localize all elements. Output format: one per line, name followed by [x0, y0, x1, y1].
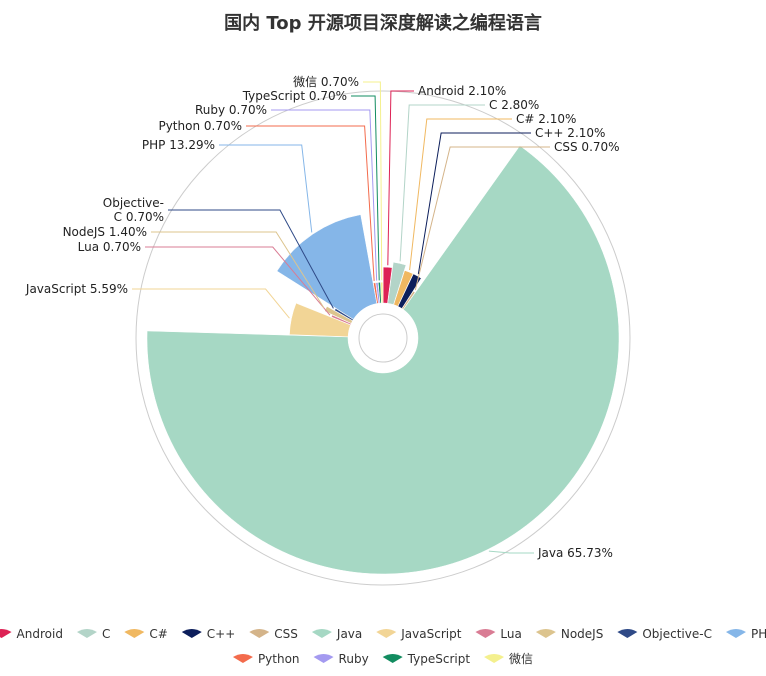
legend-item-java[interactable]: Java: [311, 627, 362, 641]
legend-item-c[interactable]: C#: [124, 627, 168, 641]
legend-label-java: Java: [336, 627, 362, 641]
legend-item-css[interactable]: CSS: [249, 627, 298, 641]
leader-line-nodejs: [151, 231, 325, 309]
data-label-javascript: JavaScript 5.59%: [25, 282, 128, 296]
slice-ruby[interactable]: [375, 282, 381, 304]
slices-layer: [146, 145, 620, 575]
legend-item-c[interactable]: C++: [181, 627, 236, 641]
legend-swatch-icon: [484, 654, 505, 663]
legend-swatch-icon: [535, 629, 556, 638]
outer-ring: [135, 90, 631, 586]
slice-java[interactable]: [146, 145, 620, 575]
legend-label-微信: 微信: [509, 652, 533, 666]
data-label-c: C++ 2.10%: [535, 126, 605, 140]
data-label-android: Android 2.10%: [418, 84, 506, 98]
data-label-c: C# 2.10%: [516, 112, 576, 126]
legend-label-lua: Lua: [500, 627, 521, 641]
leader-line-微信: [363, 81, 383, 281]
chart-title: 国内 Top 开源项目深度解读之编程语言: [224, 13, 542, 34]
leader-line-lua: [145, 246, 331, 316]
legend-item-android[interactable]: Android: [0, 627, 63, 641]
legend-label-ruby: Ruby: [339, 652, 369, 666]
legend-label-c: C#: [149, 627, 167, 641]
legend[interactable]: Android C C# C++ CSS Java JavaScript Lua NodeJS O…: [0, 627, 766, 666]
data-label-css: CSS 0.70%: [554, 140, 620, 154]
data-label-nodejs: NodeJS 1.40%: [63, 225, 147, 239]
legend-swatch-icon: [249, 629, 270, 638]
legend-label-typescript: TypeScript: [407, 652, 471, 666]
legend-label-c: C: [102, 627, 110, 641]
data-label-ruby: Ruby 0.70%: [195, 103, 267, 117]
legend-label-python: Python: [258, 652, 300, 666]
data-label-objective-c: Objective-C 0.70%: [103, 196, 164, 224]
leaders-layer: [132, 81, 550, 554]
leader-line-javascript: [132, 288, 290, 319]
legend-item-objective-c[interactable]: Objective-C: [617, 627, 712, 641]
data-label-python: Python 0.70%: [158, 119, 242, 133]
legend-label-android: Android: [17, 627, 63, 641]
legend-label-objective-c: Objective-C: [642, 627, 712, 641]
legend-swatch-icon: [313, 654, 334, 663]
slice-lua[interactable]: [331, 314, 352, 326]
legend-swatch-icon: [232, 654, 253, 663]
legend-swatch-icon: [181, 629, 202, 638]
slice-c[interactable]: [393, 270, 414, 307]
legend-item-lua[interactable]: Lua: [475, 627, 522, 641]
leader-line-java: [488, 550, 534, 554]
slice-objective-c[interactable]: [334, 308, 354, 321]
legend-item-php[interactable]: PHP: [725, 627, 766, 641]
legend-swatch-icon: [76, 629, 97, 638]
legend-item-javascript[interactable]: JavaScript: [376, 627, 462, 641]
slice-微信[interactable]: [380, 282, 384, 304]
leader-line-android: [387, 90, 414, 266]
leader-line-c: [409, 118, 512, 271]
legend-swatch-icon: [617, 629, 638, 638]
leader-line-typescript: [351, 95, 380, 281]
leader-line-objective-c: [168, 209, 334, 309]
slice-android[interactable]: [382, 266, 393, 304]
legend-swatch-icon: [124, 629, 145, 638]
data-label-lua: Lua 0.70%: [78, 240, 141, 254]
legend-label-javascript: JavaScript: [400, 627, 461, 641]
slice-nodejs[interactable]: [324, 306, 353, 324]
legend-label-css: CSS: [274, 627, 298, 641]
slice-javascript[interactable]: [289, 302, 351, 338]
data-label-php: PHP 13.29%: [142, 138, 215, 152]
leader-line-css: [414, 146, 550, 291]
legend-label-php: PHP: [751, 627, 766, 641]
legend-swatch-icon: [376, 629, 397, 638]
inner-ring: [358, 313, 408, 363]
leader-line-ruby: [271, 109, 378, 281]
legend-swatch-icon: [725, 629, 746, 638]
legend-item-c[interactable]: C: [76, 627, 110, 641]
slice-python[interactable]: [373, 282, 379, 304]
legend-label-nodejs: NodeJS: [561, 627, 603, 641]
legend-item-ruby[interactable]: Ruby: [313, 652, 369, 666]
legend-item-typescript[interactable]: TypeScript: [382, 652, 471, 666]
leader-line-c: [399, 104, 485, 262]
labels-layer: Android 2.10%C 2.80%C# 2.10%C++ 2.10%CSS…: [25, 75, 620, 560]
leader-line-c: [417, 132, 531, 275]
leader-line-python: [246, 125, 375, 281]
legend-swatch-icon: [0, 629, 12, 638]
slice-c[interactable]: [397, 273, 422, 309]
legend-item-python[interactable]: Python: [232, 652, 300, 666]
slice-php[interactable]: [276, 214, 378, 320]
data-label-c: C 2.80%: [489, 98, 539, 112]
legend-item-微信[interactable]: 微信: [484, 652, 533, 666]
data-label-java: Java 65.73%: [537, 546, 613, 560]
legend-swatch-icon: [311, 629, 332, 638]
legend-item-nodejs[interactable]: NodeJS: [535, 627, 603, 641]
data-label-typescript: TypeScript 0.70%: [242, 89, 347, 103]
legend-label-c: C++: [207, 627, 236, 641]
data-label-微信: 微信 0.70%: [293, 75, 359, 89]
slice-css[interactable]: [401, 290, 416, 310]
slice-c[interactable]: [387, 261, 407, 305]
slice-typescript[interactable]: [377, 282, 382, 304]
legend-swatch-icon: [382, 654, 403, 663]
legend-swatch-icon: [475, 629, 496, 638]
leader-line-php: [219, 144, 313, 233]
